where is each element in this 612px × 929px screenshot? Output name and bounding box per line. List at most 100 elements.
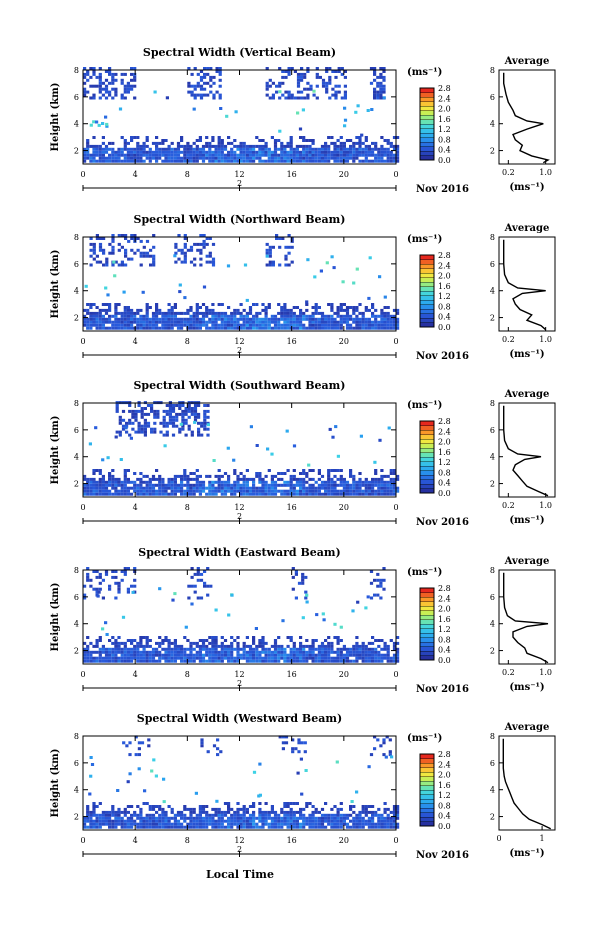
data-cell [369,570,374,573]
data-cell [358,486,362,490]
data-cell [396,805,400,808]
colorbar-bin [419,780,435,787]
data-cell [349,825,353,829]
data-cell [142,320,146,324]
data-cell [89,813,93,817]
data-cell [176,147,181,151]
data-cell [267,816,271,820]
data-cell [165,412,169,416]
data-cell [301,108,305,112]
data-cell [192,326,196,330]
data-cell [321,78,326,82]
data-cell [214,636,218,639]
data-cell [130,311,134,315]
data-cell [389,141,393,145]
data-cell [342,656,346,660]
colorbar-bin [419,474,435,481]
data-cell [383,492,387,496]
y-tick-label: 6 [74,260,79,269]
data-cell [317,469,321,472]
colorbar-tick-label: 0.8 [438,302,451,311]
data-cell [376,738,380,742]
data-cell [261,639,265,642]
data-cell [258,153,262,157]
data-cell [283,311,287,315]
data-cell [140,427,144,431]
data-cell [180,653,184,657]
data-cell [302,647,306,651]
data-cell [170,320,174,324]
data-cell [206,93,210,97]
data-cell [95,486,99,490]
data-cell [164,483,168,487]
data-cell [123,486,127,490]
data-cell [324,480,328,484]
data-cell [83,584,87,588]
colorbar-bin [419,438,435,445]
data-cell [371,492,375,496]
data-cell [95,260,99,264]
data-cell [396,813,400,817]
average-y-tick-label: 2 [490,647,495,656]
data-cell [98,323,102,327]
data-cell [95,311,99,315]
data-cell [92,810,96,814]
data-cell [123,653,127,657]
data-cell [377,492,381,496]
data-cell [108,67,112,70]
data-cell [292,644,296,648]
data-cell [98,153,102,157]
data-cell [321,612,325,616]
data-cell [123,317,127,321]
data-cell [320,147,325,151]
data-cell [174,242,178,246]
data-cell [203,412,207,416]
data-cell [158,816,162,820]
data-cell [377,825,381,829]
data-cell [133,639,137,642]
data-cell [126,489,130,493]
data-cell [355,150,359,154]
data-cell [126,156,130,160]
data-cell [336,320,340,324]
data-cell [371,477,375,481]
data-cell [245,317,249,321]
data-cell [165,404,169,407]
data-cell [261,153,265,157]
data-cell [108,147,112,151]
data-cell [183,483,187,487]
data-cell [217,323,221,327]
data-cell [101,816,105,820]
data-cell [283,159,287,163]
data-cell [227,805,231,808]
data-cell [197,433,201,437]
data-cell [320,320,325,324]
data-cell [295,317,299,321]
data-cell [264,656,268,660]
data-cell [268,245,272,249]
data-cell [98,317,102,321]
data-cell [258,639,262,642]
data-cell [343,70,347,73]
data-cell [120,659,124,663]
data-cell [245,489,249,493]
data-cell [173,656,177,660]
data-cell [302,492,306,496]
average-y-tick-label: 4 [490,786,495,795]
data-cell [236,659,240,663]
data-cell [183,805,187,808]
data-cell [337,67,341,70]
data-cell [131,412,135,416]
data-cell [267,486,271,490]
data-cell [104,621,108,625]
data-cell [383,486,387,490]
data-cell [95,816,99,820]
data-cell [374,472,378,475]
data-cell [349,139,353,142]
data-cell [189,306,193,309]
data-cell [287,72,291,76]
data-cell [193,420,197,424]
data-cell [92,314,96,318]
data-cell [227,326,231,330]
data-cell [193,84,197,88]
